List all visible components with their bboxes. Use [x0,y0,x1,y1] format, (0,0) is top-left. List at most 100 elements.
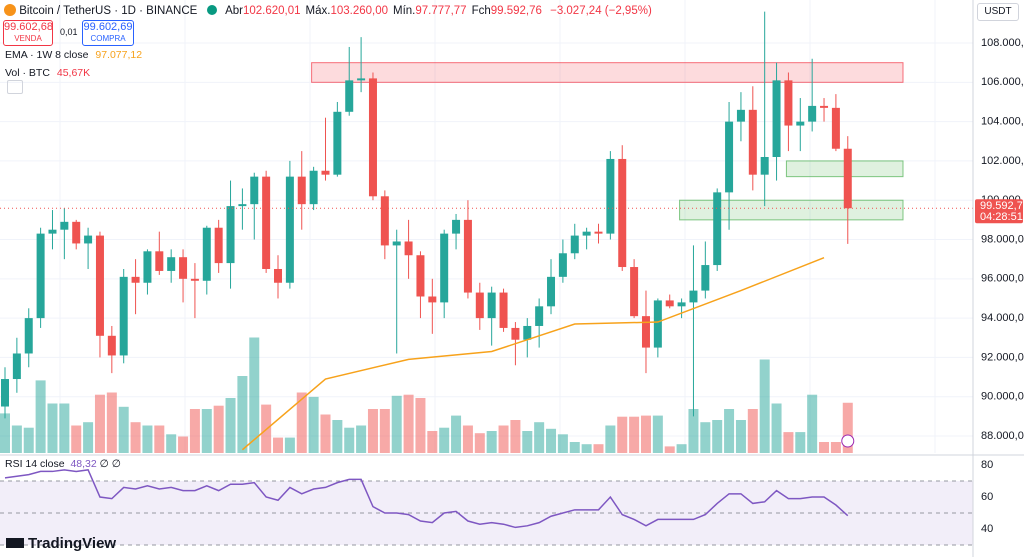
volume-bar [427,431,438,453]
candle-body [558,253,567,277]
rsi-legend: RSI 14 close 48,32 ∅ ∅ [5,458,121,470]
candle-body [499,292,508,328]
rsi-name: RSI 14 close [5,458,65,470]
candle-body [143,251,152,283]
volume-bar [676,444,687,453]
volume-bar [688,409,699,453]
currency-button[interactable]: USDT [977,3,1019,21]
candle-body [95,235,104,336]
volume-bar [593,444,604,453]
ohlc-value: 97.777,77 [415,5,467,17]
volume-bar [771,403,782,453]
volume-bar [118,406,129,453]
volume-bar [83,422,94,453]
volume-bar [510,420,521,453]
y-tick-label: 80 [981,459,993,471]
volume-bar [747,409,758,453]
coin-icon [4,4,16,16]
volume-bar [439,427,450,453]
ohlc: Abr102.620,01 Máx.103.260,00 Mín.97.777,77… [225,5,547,17]
ohlc-value: 103.260,00 [330,5,389,17]
volume-bar [640,415,651,453]
volume-bar [106,392,117,453]
volume-bar [178,436,189,453]
candle-body [60,221,69,230]
candle-body [131,276,140,283]
ohlc-value: 99.592,76 [490,5,542,17]
volume-bar [415,398,426,453]
volume-bar [225,398,236,453]
collapse-button[interactable] [7,80,23,94]
zone [679,199,904,221]
volume-bar [617,416,628,453]
volume-bar [783,432,794,453]
volume-bar [130,422,141,453]
candle-body [594,231,603,234]
y-tick-label: 106.000,00 [981,76,1024,88]
ohlc-value: 102.620,01 [242,5,301,17]
rsi-line [4,469,849,529]
volume-bar [249,337,260,453]
symbol[interactable]: Bitcoin / TetherUS · 1D · BINANCE [19,5,198,17]
countdown: 04:28:51 [980,211,1023,223]
candle-body [808,105,817,122]
volume-bar [35,380,46,453]
volume-bar [629,416,640,453]
candle-body [547,276,556,307]
volume-bar [569,442,580,453]
symbol-row: Bitcoin / TetherUS · 1D · BINANCE Abr102… [4,4,652,17]
volume-bar [474,433,485,453]
volume-bar [807,394,818,453]
buy-button[interactable]: 99.602,69 COMPRA [82,20,134,46]
y-tick-label: 60 [981,491,993,503]
candle-body [475,292,484,319]
volume-bar [664,446,675,453]
volume-bar [213,405,224,453]
volume-bar [296,392,307,453]
volume-bar [71,425,82,453]
candle-body [736,109,745,122]
sell-button[interactable]: 99.602,68 VENDA [3,20,53,46]
volume-bar [451,415,462,453]
candle-body [713,192,722,266]
candle-body [107,335,116,356]
candle-body [784,80,793,126]
candle-body [262,176,271,269]
candle-body [84,235,93,244]
volume-bar [735,420,746,453]
candle-body [309,170,318,205]
volume-bar [273,437,284,453]
status-dot [206,5,217,15]
buy-price: 99.602,69 [83,21,133,33]
last-price-label: 99.592,76 [980,200,1024,212]
volume-bar [842,402,853,453]
volume-bar [59,403,70,453]
candle-body [190,278,199,281]
volume-bar [94,394,105,453]
volume-bar [605,425,616,453]
candle-body [463,219,472,293]
candle-body [404,241,413,256]
branding-text: TradingView [28,535,117,552]
candle-body [701,265,710,291]
y-tick-label: 92.000,00 [981,351,1024,363]
change: −3.027,24 (−2,95%) [550,5,652,17]
candle-body [1,379,9,407]
volume-bar [0,413,10,453]
volume-bar [379,409,390,453]
volume-bar [498,425,509,453]
volume-bar [23,427,34,453]
volume-bar [154,425,165,453]
volume-bar [581,444,592,453]
volume-bar [237,376,248,453]
ema-line [241,256,825,451]
candle-body [748,109,757,175]
zone [311,62,904,83]
y-tick-label: 98.000,00 [981,233,1024,245]
volume-bar [534,422,545,453]
candle-body [368,78,377,197]
vol-value: 45,67K [56,67,91,79]
logo-icon [6,538,24,548]
ema-legend: EMA · 1W 8 close 97.077,12 [5,49,142,61]
